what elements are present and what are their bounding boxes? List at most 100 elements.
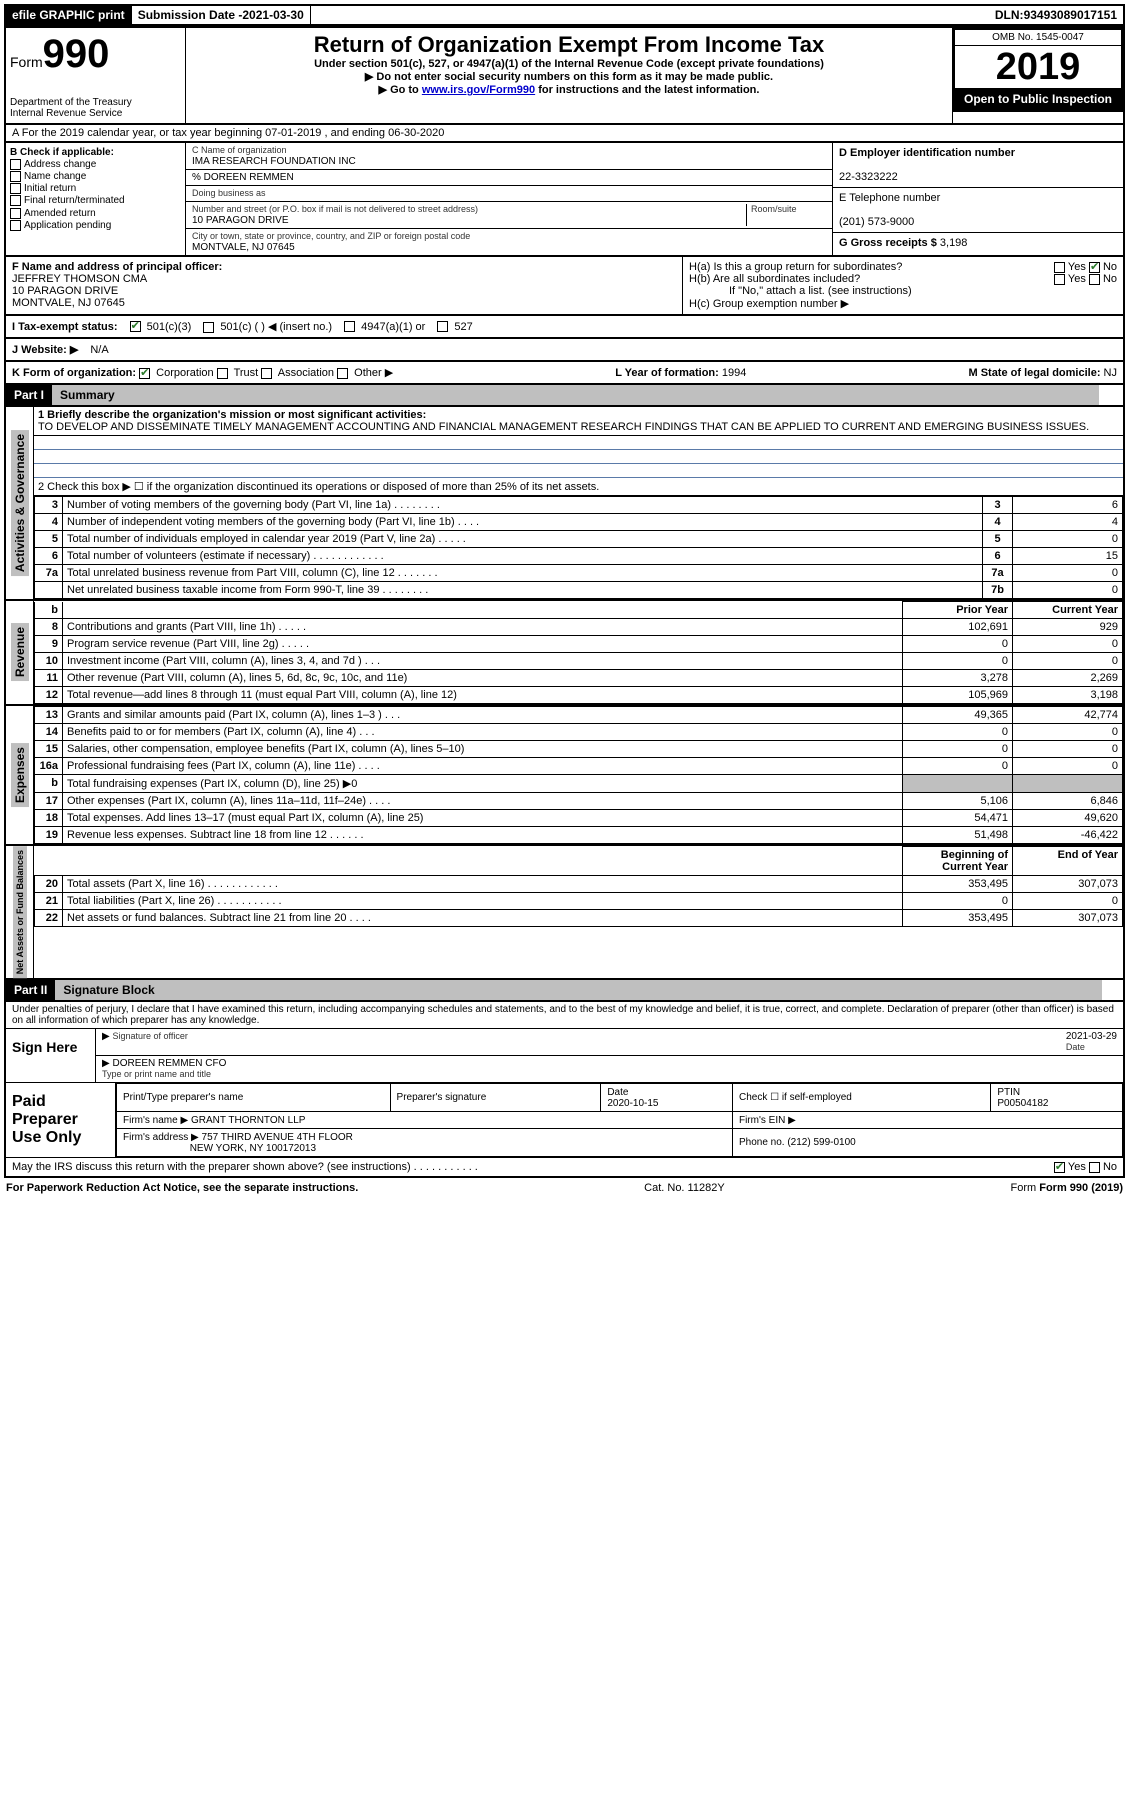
city-value: MONTVALE, NJ 07645 bbox=[192, 242, 295, 253]
mission-label: 1 Briefly describe the organization's mi… bbox=[38, 409, 426, 421]
title-cell: Return of Organization Exempt From Incom… bbox=[186, 28, 953, 123]
dba-label: Doing business as bbox=[192, 188, 266, 198]
table-row: 7aTotal unrelated business revenue from … bbox=[35, 565, 1123, 582]
chk-assoc[interactable] bbox=[261, 368, 272, 379]
table-row: 18Total expenses. Add lines 13–17 (must … bbox=[35, 810, 1123, 827]
submission-date: Submission Date - 2021-03-30 bbox=[132, 6, 311, 24]
year-formation-label: L Year of formation: bbox=[615, 367, 722, 379]
chk-501c3[interactable] bbox=[130, 321, 141, 332]
firm-addr2: NEW YORK, NY 100172013 bbox=[190, 1143, 316, 1154]
dept-treasury: Department of the Treasury Internal Reve… bbox=[10, 97, 181, 119]
hb-note: If "No," attach a list. (see instruction… bbox=[689, 285, 1117, 297]
website-label: J Website: ▶ bbox=[12, 343, 78, 356]
section-b-label: B Check if applicable: bbox=[10, 147, 114, 158]
dln: DLN: 93493089017151 bbox=[989, 6, 1123, 24]
omb-number: OMB No. 1545-0047 bbox=[955, 30, 1121, 46]
hc-label: H(c) Group exemption number ▶ bbox=[689, 297, 1117, 310]
chk-address[interactable]: Address change bbox=[10, 159, 181, 170]
period-row: A For the 2019 calendar year, or tax yea… bbox=[4, 125, 1125, 143]
sig-officer-label: Signature of officer bbox=[112, 1031, 187, 1041]
year-formation: 1994 bbox=[722, 367, 746, 379]
korg-row: K Form of organization: Corporation Trus… bbox=[4, 362, 1125, 385]
section-b: B Check if applicable: Address change Na… bbox=[6, 143, 186, 255]
prep-sig-label: Preparer's signature bbox=[390, 1084, 601, 1112]
irs-link[interactable]: www.irs.gov/Form990 bbox=[422, 84, 535, 96]
chk-app[interactable]: Application pending bbox=[10, 220, 181, 231]
signature-block: Under penalties of perjury, I declare th… bbox=[4, 1002, 1125, 1178]
chk-discuss-yes[interactable] bbox=[1054, 1162, 1065, 1173]
pra-notice: For Paperwork Reduction Act Notice, see … bbox=[6, 1182, 358, 1194]
form-header: Form990 Department of the Treasury Inter… bbox=[4, 26, 1125, 125]
table-row: 15Salaries, other compensation, employee… bbox=[35, 741, 1123, 758]
chk-amended[interactable]: Amended return bbox=[10, 208, 181, 219]
chk-initial[interactable]: Initial return bbox=[10, 183, 181, 194]
officer-street: 10 PARAGON DRIVE bbox=[12, 285, 118, 297]
chk-final[interactable]: Final return/terminated bbox=[10, 195, 181, 206]
table-row: 20Total assets (Part X, line 16) . . . .… bbox=[35, 876, 1123, 893]
sidebar-revenue: Revenue bbox=[11, 623, 29, 681]
firm-name: GRANT THORNTON LLP bbox=[191, 1115, 305, 1126]
chk-527[interactable] bbox=[437, 321, 448, 332]
table-row: 14Benefits paid to or for members (Part … bbox=[35, 724, 1123, 741]
form-990: 990 bbox=[43, 32, 110, 76]
chk-other[interactable] bbox=[337, 368, 348, 379]
form-footer: Form 990 (2019) bbox=[1039, 1182, 1123, 1194]
sidebar-activities: Activities & Governance bbox=[11, 430, 29, 576]
declaration: Under penalties of perjury, I declare th… bbox=[6, 1002, 1123, 1028]
subtitle-2: ▶ Do not enter social security numbers o… bbox=[190, 70, 948, 83]
netassets-table: Beginning of Current YearEnd of Year20To… bbox=[34, 846, 1123, 927]
firm-phone: (212) 599-0100 bbox=[787, 1137, 855, 1148]
care-of: % DOREEN REMMEN bbox=[186, 170, 832, 186]
section-f: F Name and address of principal officer:… bbox=[6, 257, 683, 314]
chk-discuss-no[interactable] bbox=[1089, 1162, 1100, 1173]
room-label: Room/suite bbox=[751, 204, 797, 214]
chk-corp[interactable] bbox=[139, 368, 150, 379]
year-cell: OMB No. 1545-0047 2019 Open to Public In… bbox=[953, 28, 1123, 123]
revenue-table: bPrior YearCurrent Year8Contributions an… bbox=[34, 601, 1123, 704]
sig-name: DOREEN REMMEN CFO bbox=[112, 1058, 226, 1069]
org-info-grid: B Check if applicable: Address change Na… bbox=[4, 143, 1125, 257]
preparer-label: Paid Preparer Use Only bbox=[6, 1083, 116, 1157]
form-title: Return of Organization Exempt From Incom… bbox=[190, 32, 948, 58]
activities-block: Activities & Governance 1 Briefly descri… bbox=[4, 407, 1125, 601]
chk-501c[interactable] bbox=[203, 322, 214, 333]
firm-addr1: 757 THIRD AVENUE 4TH FLOOR bbox=[202, 1132, 353, 1143]
korg-label: K Form of organization: bbox=[12, 367, 136, 379]
part1-num: Part I bbox=[6, 385, 52, 405]
street-label: Number and street (or P.O. box if mail i… bbox=[192, 204, 478, 214]
ein-label: D Employer identification number bbox=[839, 147, 1015, 159]
domicile-value: NJ bbox=[1104, 367, 1117, 379]
form-number-cell: Form990 Department of the Treasury Inter… bbox=[6, 28, 186, 123]
firm-ein-label: Firm's EIN ▶ bbox=[732, 1112, 1122, 1129]
table-row: 21Total liabilities (Part X, line 26) . … bbox=[35, 893, 1123, 910]
table-row: 3Number of voting members of the governi… bbox=[35, 497, 1123, 514]
officer-name: JEFFREY THOMSON CMA bbox=[12, 273, 147, 285]
table-row: 16aProfessional fundraising fees (Part I… bbox=[35, 758, 1123, 775]
top-bar: efile GRAPHIC print Submission Date - 20… bbox=[4, 4, 1125, 26]
line2: 2 Check this box ▶ ☐ if the organization… bbox=[34, 478, 1123, 496]
footer: For Paperwork Reduction Act Notice, see … bbox=[4, 1178, 1125, 1198]
prep-name-label: Print/Type preparer's name bbox=[117, 1084, 391, 1112]
website-row: J Website: ▶ N/A bbox=[4, 339, 1125, 362]
part2-title: Signature Block bbox=[55, 980, 1102, 1000]
table-row: 10Investment income (Part VIII, column (… bbox=[35, 653, 1123, 670]
table-row: 11Other revenue (Part VIII, column (A), … bbox=[35, 670, 1123, 687]
expenses-block: Expenses 13Grants and similar amounts pa… bbox=[4, 706, 1125, 846]
table-row: Net unrelated business taxable income fr… bbox=[35, 582, 1123, 599]
governance-table: 3Number of voting members of the governi… bbox=[34, 496, 1123, 599]
chk-name[interactable]: Name change bbox=[10, 171, 181, 182]
sidebar-expenses: Expenses bbox=[11, 743, 29, 807]
section-h: H(a) Is this a group return for subordin… bbox=[683, 257, 1123, 314]
org-name: IMA RESEARCH FOUNDATION INC bbox=[192, 156, 356, 167]
chk-trust[interactable] bbox=[217, 368, 228, 379]
subtitle-3: ▶ Go to www.irs.gov/Form990 for instruct… bbox=[190, 83, 948, 96]
table-row: 5Total number of individuals employed in… bbox=[35, 531, 1123, 548]
table-row: 19Revenue less expenses. Subtract line 1… bbox=[35, 827, 1123, 844]
prep-selfemp: Check ☐ if self-employed bbox=[732, 1084, 990, 1112]
sign-here-label: Sign Here bbox=[6, 1029, 96, 1082]
efile-button[interactable]: efile GRAPHIC print bbox=[6, 6, 132, 24]
expenses-table: 13Grants and similar amounts paid (Part … bbox=[34, 706, 1123, 844]
ha-label: H(a) Is this a group return for subordin… bbox=[689, 261, 902, 273]
chk-4947[interactable] bbox=[344, 321, 355, 332]
cat-no: Cat. No. 11282Y bbox=[644, 1182, 725, 1194]
